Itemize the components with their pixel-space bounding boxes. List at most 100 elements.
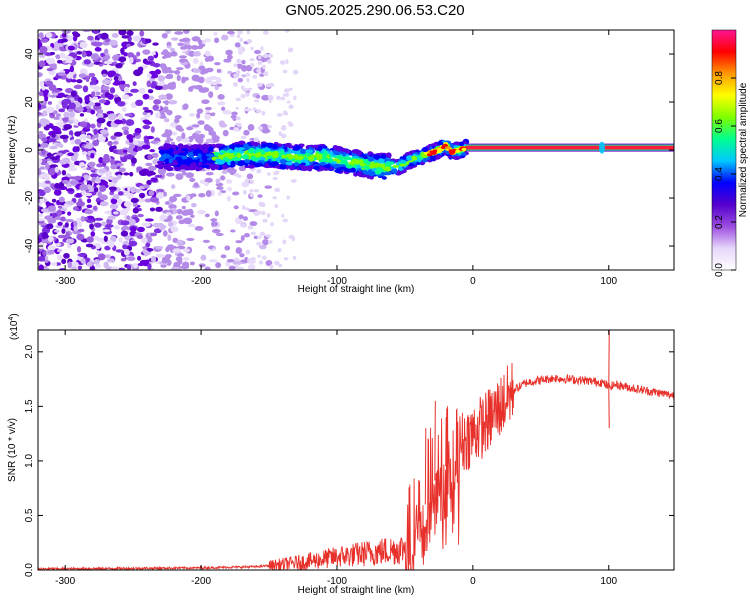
noise-pixel bbox=[235, 106, 239, 110]
noise-pixel bbox=[282, 218, 289, 223]
noise-pixel bbox=[242, 216, 249, 221]
noise-pixel bbox=[157, 75, 166, 82]
ridge-pixel bbox=[305, 149, 314, 154]
noise-pixel bbox=[90, 53, 100, 60]
noise-pixel bbox=[240, 135, 247, 140]
snr-spike bbox=[608, 330, 610, 387]
noise-pixel bbox=[221, 106, 226, 111]
noise-pixel bbox=[60, 216, 66, 222]
ridge-pixel bbox=[350, 167, 356, 173]
snr-x-axis: -300 -200 -100 0 100 bbox=[55, 330, 618, 587]
noise-pixel bbox=[250, 63, 255, 68]
noise-pixel bbox=[178, 55, 187, 59]
ridge-pixel bbox=[220, 150, 227, 154]
noise-pixel bbox=[181, 37, 191, 42]
noise-pixel bbox=[84, 95, 90, 103]
noise-pixel bbox=[38, 72, 43, 78]
noise-pixel bbox=[59, 47, 66, 52]
y-tick-label: 0.5 bbox=[24, 508, 35, 522]
noise-pixel bbox=[149, 73, 159, 79]
noise-pixel bbox=[61, 157, 71, 164]
noise-pixel bbox=[173, 193, 182, 197]
noise-pixel bbox=[205, 190, 212, 198]
noise-pixel bbox=[150, 255, 157, 263]
ridge-pixel bbox=[391, 168, 398, 174]
noise-pixel bbox=[226, 195, 231, 202]
noise-pixel bbox=[120, 155, 128, 163]
noise-pixel bbox=[112, 211, 119, 215]
ridge-pixel bbox=[436, 141, 444, 145]
noise-pixel bbox=[45, 106, 55, 114]
noise-pixel bbox=[86, 134, 92, 139]
noise-pixel bbox=[38, 112, 42, 116]
noise-pixel bbox=[38, 213, 44, 218]
ridge-pixel bbox=[357, 170, 362, 177]
noise-pixel bbox=[183, 257, 190, 261]
noise-pixel bbox=[106, 258, 115, 263]
ridge-pixel bbox=[210, 166, 216, 171]
spectrogram-x-label: Height of straight line (km) bbox=[298, 284, 415, 295]
noise-pixel bbox=[189, 261, 195, 266]
noise-pixel bbox=[241, 74, 247, 78]
ridge-pixel bbox=[201, 143, 209, 149]
noise-pixel bbox=[120, 220, 130, 226]
noise-pixel bbox=[179, 58, 186, 63]
noise-pixel bbox=[137, 213, 144, 218]
x-tick-label: -100 bbox=[327, 276, 347, 287]
noise-pixel bbox=[86, 204, 93, 209]
noise-pixel bbox=[240, 65, 248, 72]
ridge-pixel bbox=[447, 155, 454, 159]
spectrogram-marks bbox=[38, 30, 674, 270]
colorbar: 0.0 0.2 0.4 0.6 0.8 Normalized spectral ampl… bbox=[711, 29, 749, 277]
ridge-pixel bbox=[386, 152, 392, 159]
noise-pixel bbox=[262, 218, 267, 223]
noise-pixel bbox=[159, 63, 166, 69]
x-tick-label: -100 bbox=[327, 576, 347, 587]
noise-pixel bbox=[92, 139, 100, 147]
noise-pixel bbox=[272, 196, 277, 200]
noise-pixel bbox=[204, 177, 213, 183]
noise-pixel bbox=[145, 259, 150, 264]
ridge-pixel bbox=[338, 155, 344, 161]
noise-pixel bbox=[213, 31, 218, 36]
ridge-pixel bbox=[187, 146, 193, 151]
ridge-hot-pixel bbox=[441, 144, 448, 148]
noise-pixel bbox=[164, 201, 170, 205]
noise-pixel bbox=[193, 182, 199, 188]
noise-pixel bbox=[90, 173, 98, 178]
noise-pixel bbox=[49, 94, 57, 98]
noise-pixel bbox=[162, 132, 170, 137]
noise-pixel bbox=[54, 166, 59, 173]
noise-pixel bbox=[249, 189, 254, 193]
noise-pixel bbox=[276, 112, 283, 117]
noise-pixel bbox=[67, 45, 75, 51]
noise-pixel bbox=[128, 240, 138, 247]
noise-pixel bbox=[56, 42, 64, 47]
ridge-pixel bbox=[280, 164, 287, 170]
ridge-pixel bbox=[377, 158, 385, 164]
noise-pixel bbox=[114, 224, 120, 230]
noise-pixel bbox=[279, 60, 286, 65]
noise-pixel bbox=[255, 94, 261, 99]
noise-pixel bbox=[237, 65, 242, 69]
noise-pixel bbox=[85, 219, 95, 223]
noise-pixel bbox=[292, 255, 297, 260]
ridge-pixel bbox=[362, 154, 367, 159]
noise-pixel bbox=[222, 109, 232, 115]
noise-pixel bbox=[72, 206, 79, 211]
noise-pixel bbox=[233, 173, 240, 177]
noise-pixel bbox=[255, 109, 262, 114]
noise-pixel bbox=[107, 93, 114, 100]
ridge-hot-pixel bbox=[461, 147, 467, 151]
noise-pixel bbox=[123, 129, 129, 136]
noise-pixel bbox=[162, 49, 169, 56]
noise-pixel bbox=[53, 116, 60, 120]
noise-pixel bbox=[235, 116, 241, 121]
noise-pixel bbox=[261, 111, 266, 116]
noise-pixel bbox=[285, 59, 289, 65]
noise-pixel bbox=[53, 229, 60, 233]
noise-pixel bbox=[262, 238, 269, 246]
noise-pixel bbox=[267, 125, 272, 129]
noise-pixel bbox=[79, 113, 85, 117]
noise-pixel bbox=[220, 175, 225, 181]
